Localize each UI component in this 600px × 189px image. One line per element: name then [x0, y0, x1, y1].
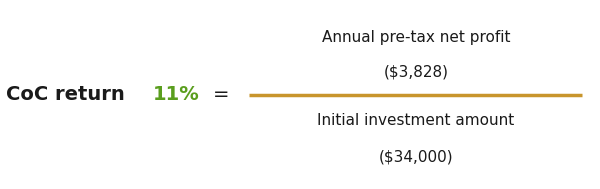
Text: =: = [213, 85, 229, 104]
Text: CoC return: CoC return [6, 85, 131, 104]
Text: ($34,000): ($34,000) [379, 149, 453, 164]
Text: Annual pre-tax net profit: Annual pre-tax net profit [322, 30, 510, 45]
Text: Initial investment amount: Initial investment amount [317, 113, 514, 129]
Text: 11%: 11% [153, 85, 200, 104]
Text: ($3,828): ($3,828) [383, 64, 448, 79]
